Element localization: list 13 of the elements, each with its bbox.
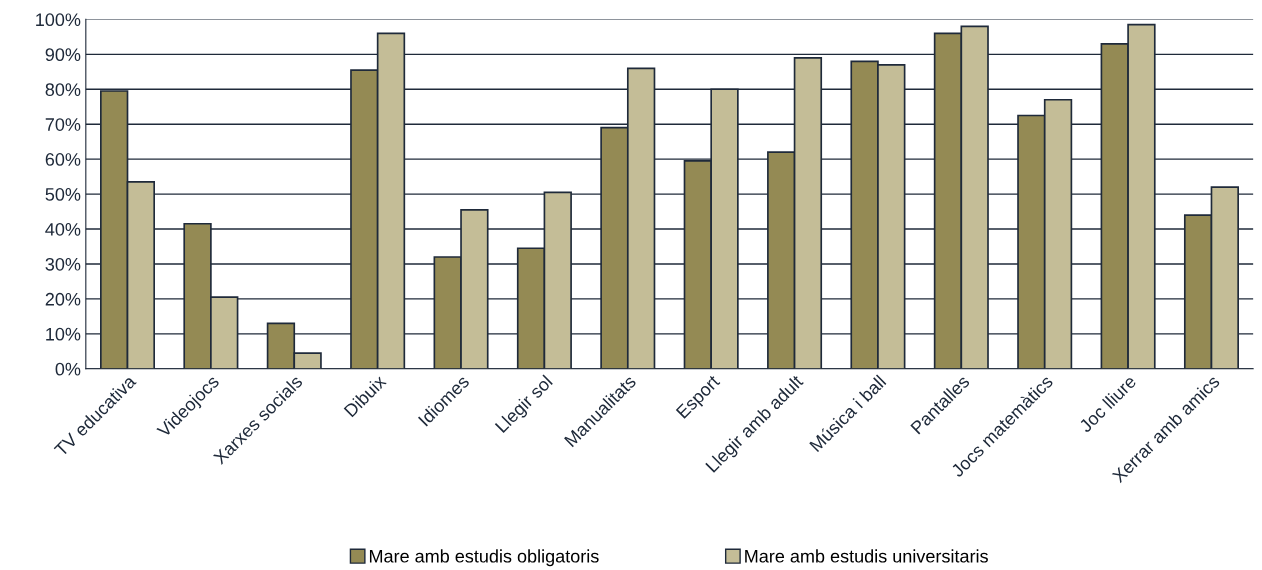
legend-label: Mare amb estudis obligatoris	[369, 549, 599, 567]
y-tick-label: 0%	[55, 362, 81, 376]
y-tick-label: 70%	[45, 118, 81, 131]
y-tick-label: 10%	[46, 327, 81, 341]
y-tick-label: 50%	[45, 188, 81, 201]
y-tick-label: 80%	[45, 83, 81, 96]
y-tick-label: 40%	[45, 222, 81, 236]
y-tick-label: 100%	[36, 13, 81, 27]
y-tick-label: 20%	[45, 292, 81, 306]
y-tick-label: 30%	[45, 257, 81, 271]
y-tick-label: 60%	[45, 153, 81, 166]
y-tick-label: 90%	[45, 48, 81, 62]
legend-label: Mare amb estudis universitaris	[745, 549, 988, 563]
